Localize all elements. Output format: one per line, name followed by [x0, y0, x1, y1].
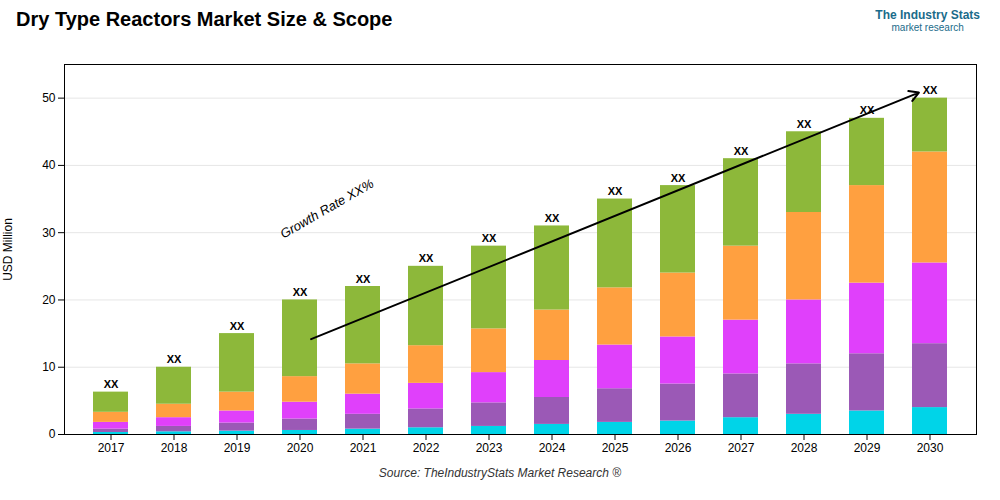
svg-text:XX: XX	[482, 232, 497, 244]
svg-text:30: 30	[42, 226, 56, 240]
svg-text:20: 20	[42, 293, 56, 307]
svg-text:XX: XX	[797, 118, 812, 130]
svg-text:2026: 2026	[665, 441, 692, 455]
html-text:Dry Type Reactors Market Size: Dry Type Reactors Market Size & Scope	[16, 8, 393, 30]
svg-text:XX: XX	[923, 84, 938, 96]
svg-text:XX: XX	[734, 145, 749, 157]
svg-text:XX: XX	[608, 185, 623, 197]
svg-text:2027: 2027	[728, 441, 755, 455]
svg-text:2030: 2030	[917, 441, 944, 455]
svg-text:2017: 2017	[98, 441, 125, 455]
html-text:Source: TheIndustryStats Marke: Source: TheIndustryStats Market Research…	[378, 466, 622, 480]
svg-text:2024: 2024	[539, 441, 566, 455]
svg-text:XX: XX	[104, 378, 119, 390]
svg-text:2023: 2023	[476, 441, 503, 455]
svg-text:XX: XX	[356, 273, 371, 285]
svg-text:2018: 2018	[161, 441, 188, 455]
svg-text:2020: 2020	[287, 441, 314, 455]
svg-text:USD Million: USD Million	[1, 218, 15, 281]
svg-text:XX: XX	[671, 172, 686, 184]
svg-text:2022: 2022	[413, 441, 440, 455]
svg-text:2021: 2021	[350, 441, 377, 455]
html-text:The Industry Stats: The Industry Stats	[875, 8, 980, 22]
svg-text:XX: XX	[230, 320, 245, 332]
html-text:market research: market research	[891, 22, 964, 34]
svg-text:XX: XX	[545, 212, 560, 224]
svg-text:10: 10	[42, 360, 56, 374]
svg-text:XX: XX	[419, 252, 434, 264]
svg-text:XX: XX	[293, 286, 308, 298]
svg-text:2025: 2025	[602, 441, 629, 455]
svg-text:2019: 2019	[224, 441, 251, 455]
svg-text:40: 40	[42, 158, 56, 172]
svg-text:XX: XX	[859, 104, 875, 117]
svg-text:0: 0	[49, 427, 56, 441]
svg-text:XX: XX	[167, 353, 182, 365]
svg-text:Growth Rate XX%: Growth Rate XX%	[277, 176, 376, 242]
svg-text:50: 50	[42, 91, 56, 105]
svg-text:2028: 2028	[791, 441, 818, 455]
svg-text:2029: 2029	[854, 441, 881, 455]
